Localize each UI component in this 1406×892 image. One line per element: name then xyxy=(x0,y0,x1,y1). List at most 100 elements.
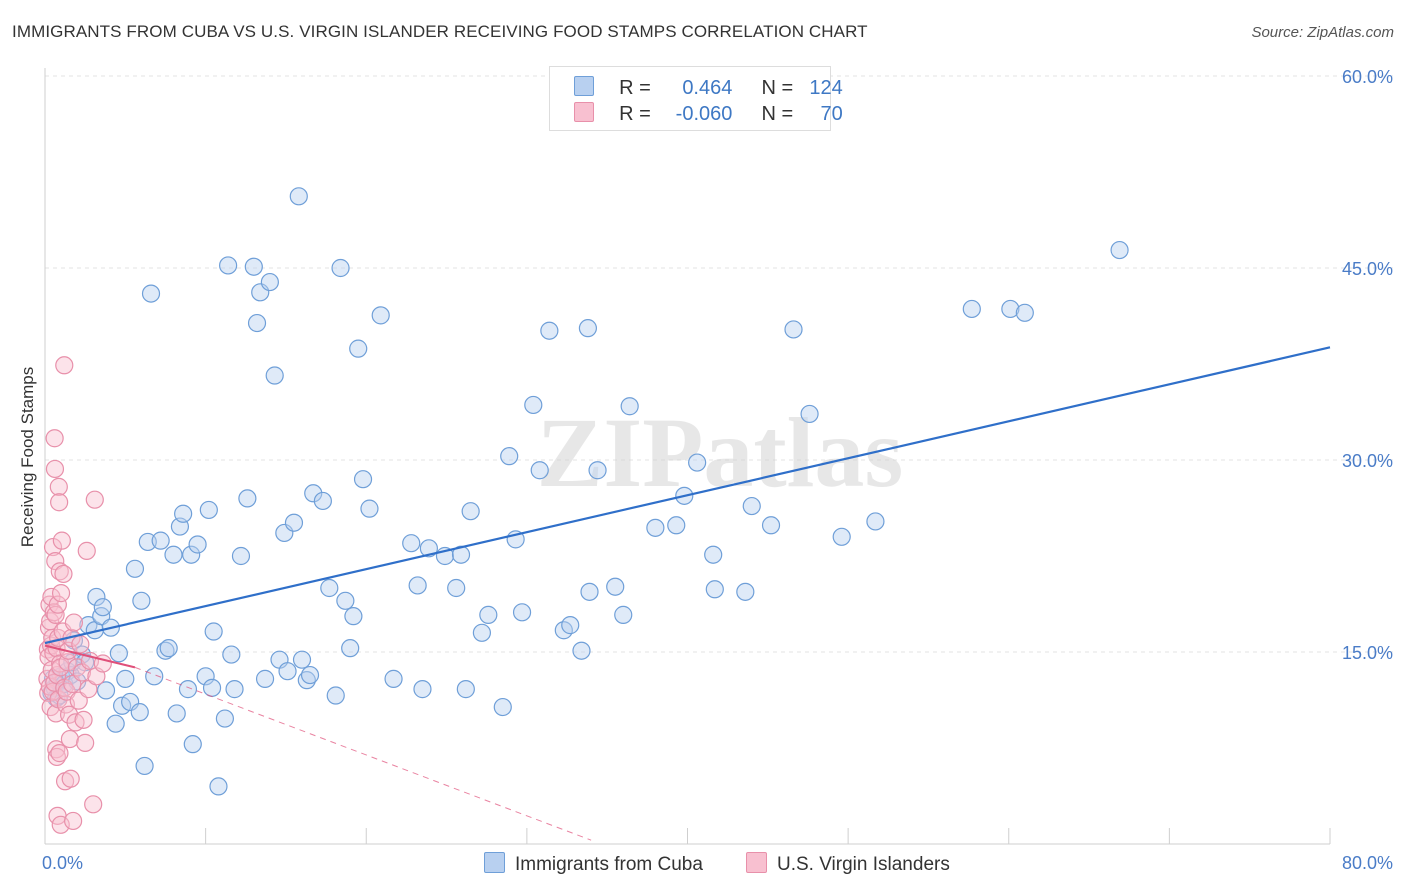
data-point-cuba xyxy=(688,453,707,472)
series-legend: Immigrants from Cuba U.S. Virgin Islande… xyxy=(0,850,1406,878)
data-point-cuba xyxy=(620,397,639,416)
data-point-cuba xyxy=(156,641,175,660)
trend-line-vi xyxy=(44,644,136,669)
data-point-cuba xyxy=(196,667,215,686)
legend-swatch-vi xyxy=(746,852,767,873)
legend-r-label: R = xyxy=(619,77,651,99)
data-point-cuba xyxy=(159,639,178,658)
data-point-cuba xyxy=(292,650,312,669)
legend-swatch-cuba xyxy=(484,852,505,873)
legend-row-cuba: R = 0.464 N = 124 xyxy=(574,76,843,100)
data-point-cuba xyxy=(461,502,480,521)
data-point-cuba xyxy=(472,623,491,642)
data-point-cuba xyxy=(326,686,345,705)
trend-lines xyxy=(44,346,1331,841)
source-label: Source: ZipAtlas.com xyxy=(1251,24,1394,41)
y-tick-label: 15.0% xyxy=(1342,643,1393,663)
data-point-cuba xyxy=(178,680,198,699)
data-point-cuba xyxy=(320,578,339,598)
data-point-cuba xyxy=(580,582,599,601)
data-point-cuba xyxy=(199,500,218,520)
data-point-cuba xyxy=(646,518,665,537)
data-point-cuba xyxy=(540,321,559,340)
data-point-cuba xyxy=(141,284,161,303)
data-point-vi xyxy=(51,584,71,603)
legend-label-vi: U.S. Virgin Islanders xyxy=(777,854,950,875)
data-point-cuba xyxy=(384,669,403,688)
data-point-cuba xyxy=(353,470,373,489)
trend-line-cuba xyxy=(44,346,1331,645)
legend-swatch-vi xyxy=(574,102,594,122)
data-point-cuba xyxy=(132,591,151,610)
data-point-cuba xyxy=(238,489,257,508)
data-point-vi xyxy=(74,710,93,729)
legend-n-value: 124 xyxy=(809,77,843,99)
legend-r-value: -0.060 xyxy=(675,103,733,125)
data-point-cuba xyxy=(174,504,193,523)
data-point-cuba xyxy=(500,447,519,466)
data-point-cuba xyxy=(331,258,350,278)
data-point-cuba xyxy=(289,187,308,206)
data-point-cuba xyxy=(265,366,284,385)
data-point-vi xyxy=(64,613,84,632)
data-point-cuba xyxy=(109,644,128,663)
series-vi-points xyxy=(38,356,112,834)
data-point-cuba xyxy=(188,535,207,554)
data-point-vi xyxy=(64,811,83,831)
legend-item-cuba[interactable]: Immigrants from Cuba xyxy=(484,852,703,876)
data-point-cuba xyxy=(512,603,532,622)
y-tick-label: 45.0% xyxy=(1342,259,1393,279)
data-point-vi xyxy=(48,595,67,614)
data-point-cuba xyxy=(1015,303,1034,322)
x-tick-label: 80.0% xyxy=(1342,853,1393,873)
data-point-cuba xyxy=(116,669,135,688)
data-point-vi xyxy=(50,493,69,512)
data-point-cuba xyxy=(667,516,686,535)
data-point-cuba xyxy=(419,539,438,558)
legend-label-cuba: Immigrants from Cuba xyxy=(515,854,703,875)
data-point-cuba xyxy=(125,559,145,578)
data-point-cuba xyxy=(96,681,116,700)
data-point-vi xyxy=(71,635,90,654)
data-point-cuba xyxy=(182,545,201,564)
data-point-cuba xyxy=(130,703,149,722)
data-point-cuba xyxy=(1001,299,1020,319)
data-point-vi xyxy=(77,541,96,560)
data-point-cuba xyxy=(614,605,633,624)
data-point-cuba xyxy=(784,320,803,339)
data-point-cuba xyxy=(313,491,332,511)
data-point-vi xyxy=(50,744,69,763)
x-tick-label: 0.0% xyxy=(42,853,83,873)
data-point-cuba xyxy=(704,545,723,564)
data-point-vi xyxy=(46,552,65,571)
data-point-vi xyxy=(52,531,71,550)
legend-item-vi[interactable]: U.S. Virgin Islanders xyxy=(746,852,950,876)
data-point-cuba xyxy=(135,756,154,776)
data-point-cuba xyxy=(255,669,275,688)
watermark: ZIPatlas xyxy=(537,397,904,508)
series-cuba-points xyxy=(42,187,1129,796)
data-point-vi xyxy=(85,490,104,509)
data-point-cuba xyxy=(456,680,475,699)
data-point-cuba xyxy=(561,616,580,635)
legend-row-vi: R = -0.060 N = 70 xyxy=(574,102,843,126)
y-tick-label: 30.0% xyxy=(1342,451,1393,471)
data-point-cuba xyxy=(866,512,885,531)
data-point-cuba xyxy=(447,578,466,598)
data-point-cuba xyxy=(588,461,607,480)
data-point-vi xyxy=(49,477,68,496)
data-point-cuba xyxy=(742,496,761,516)
y-tick-label: 60.0% xyxy=(1342,67,1393,87)
data-point-cuba xyxy=(93,598,112,617)
data-point-cuba xyxy=(349,339,368,358)
data-point-cuba xyxy=(402,534,421,553)
data-point-cuba xyxy=(578,319,598,338)
data-point-cuba xyxy=(204,622,223,641)
data-point-vi xyxy=(45,429,64,448)
data-point-cuba xyxy=(371,306,390,325)
stats-legend: R = 0.464 N = 124 R = -0.060 N = 70 xyxy=(549,66,843,131)
trend-line-vi-extension xyxy=(134,666,592,841)
data-point-cuba xyxy=(183,735,202,754)
legend-n-label: N = xyxy=(761,103,794,125)
